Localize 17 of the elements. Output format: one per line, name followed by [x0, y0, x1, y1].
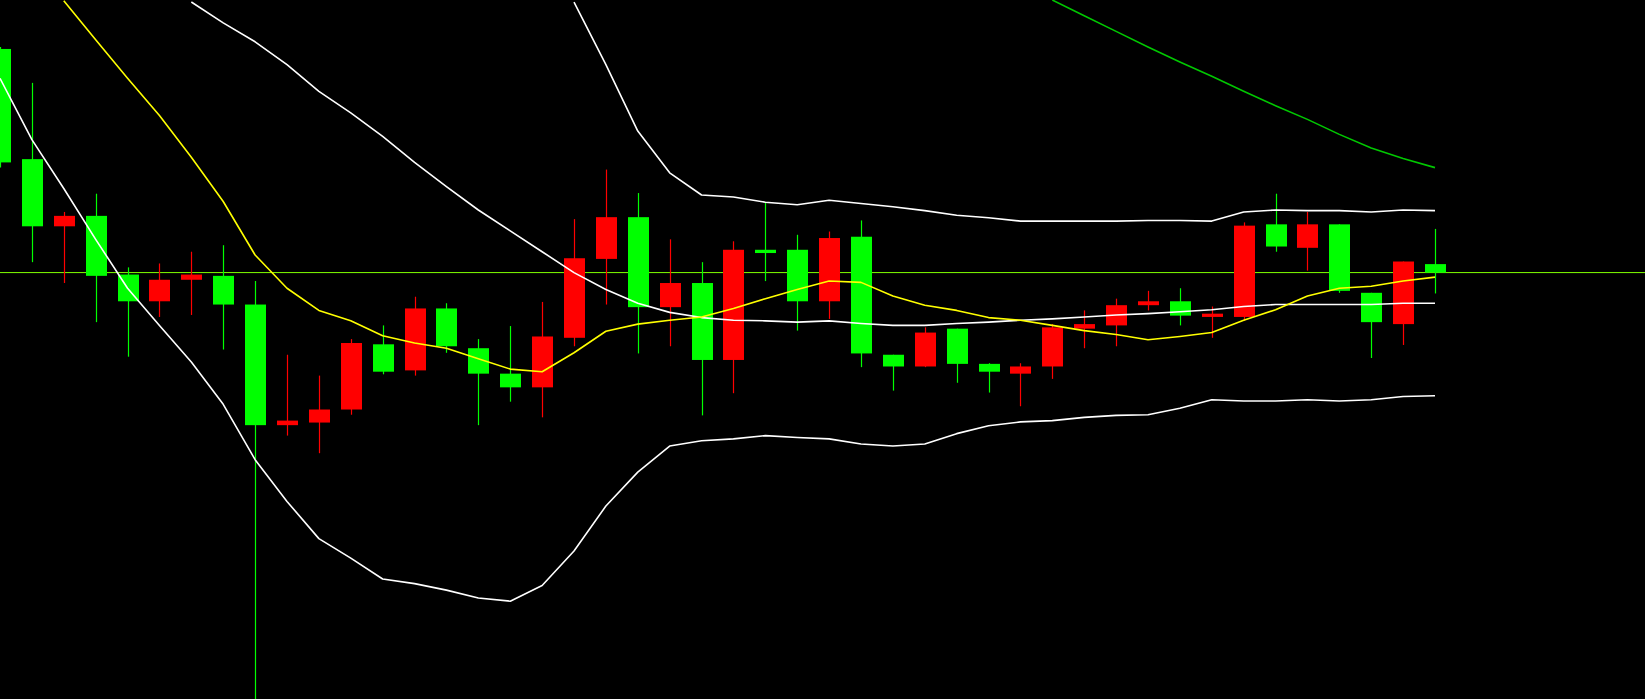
candlestick [149, 262, 170, 318]
candlestick [979, 362, 1000, 394]
candlestick [883, 354, 904, 392]
candlestick [500, 325, 521, 403]
candlestick [1138, 290, 1159, 312]
candlestick [1010, 362, 1031, 407]
candlestick [1106, 298, 1127, 347]
candlestick [309, 375, 330, 454]
candlestick [1074, 309, 1095, 349]
candlestick [1202, 305, 1223, 339]
candlestick [755, 201, 776, 282]
candlestick [181, 251, 202, 316]
candlestick [1170, 287, 1191, 326]
candlestick [1266, 193, 1287, 253]
candlestick [54, 211, 75, 284]
candlestick [1297, 211, 1318, 272]
candlestick [1425, 228, 1446, 295]
